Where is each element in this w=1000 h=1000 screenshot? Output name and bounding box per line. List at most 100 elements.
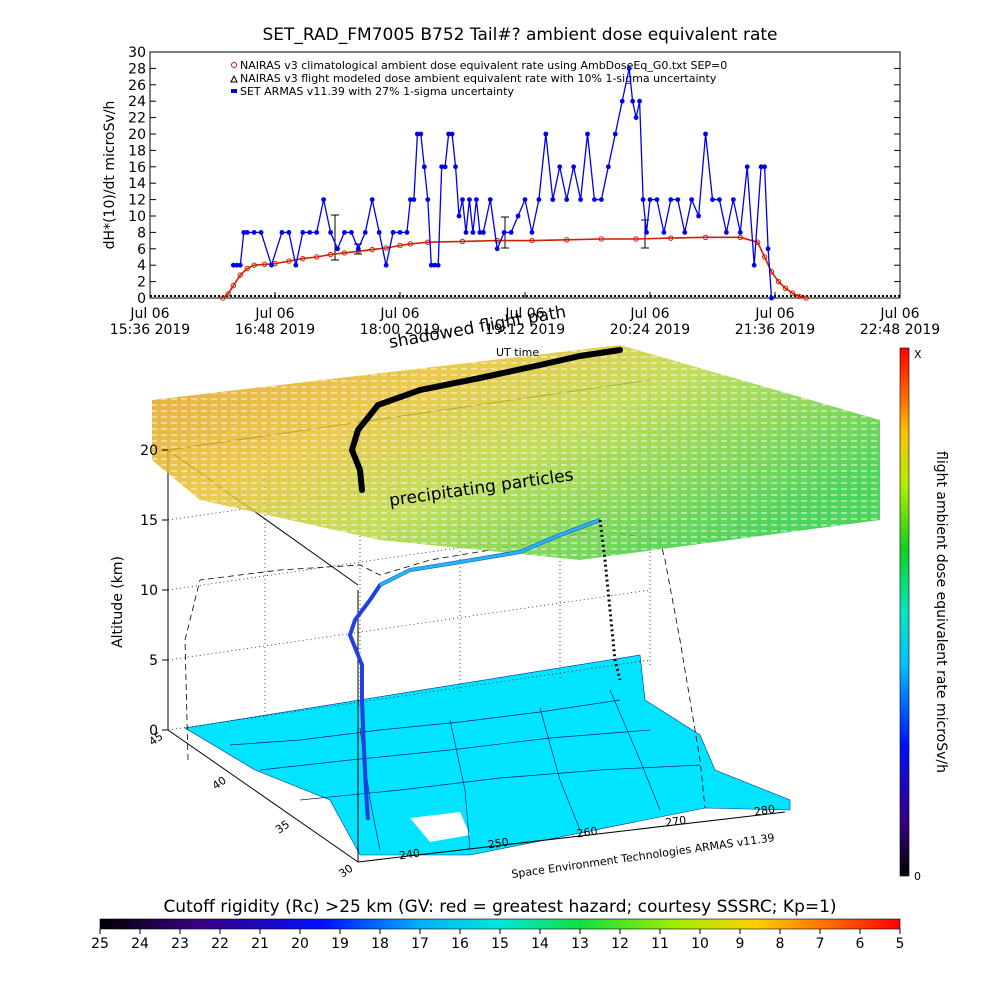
rigidity-tick-label: 15 xyxy=(491,936,509,952)
armas-point xyxy=(463,230,469,235)
armas-point xyxy=(633,115,639,120)
nairas-clim-point xyxy=(598,236,605,242)
armas-point xyxy=(453,164,458,170)
armas-point xyxy=(529,230,535,235)
armas-point xyxy=(300,230,306,235)
rigidity-tick-label: 13 xyxy=(571,936,589,952)
legend-marker-nairas-clim xyxy=(231,62,237,68)
armas-point xyxy=(557,164,563,170)
armas-point xyxy=(758,164,764,170)
rigidity-tick-label: 20 xyxy=(291,936,309,952)
projected-path xyxy=(184,529,706,809)
nairas-clim-point xyxy=(459,238,466,245)
chart-title: SET_RAD_FM7005 B752 Tail#? ambient dose … xyxy=(263,25,778,45)
nairas-clim-point xyxy=(668,235,674,241)
armas-point xyxy=(477,230,483,235)
armas-point xyxy=(439,164,445,170)
armas-point xyxy=(230,262,236,268)
y-tick-label: 22 xyxy=(128,111,146,127)
armas-point xyxy=(348,230,354,235)
latitude-tick-label: 35 xyxy=(273,818,292,837)
armas-point xyxy=(637,98,642,104)
armas-point xyxy=(644,230,649,235)
nairas-clim-point xyxy=(327,251,334,258)
y-axis-label: dH*(10)/dt microSv/h xyxy=(102,101,118,250)
latitude-tick-label: 30 xyxy=(337,862,356,881)
armas-point xyxy=(598,197,604,203)
armas-point xyxy=(751,262,757,268)
armas-point xyxy=(241,230,247,235)
particle-dash-texture xyxy=(152,345,880,560)
rigidity-title: Cutoff rigidity (Rc) >25 km (GV: red = g… xyxy=(163,897,836,917)
armas-point xyxy=(446,131,452,137)
series-nairas-clim-line xyxy=(222,236,807,299)
armas-point xyxy=(494,246,500,252)
armas-point xyxy=(383,262,389,268)
legend-entry-nairas-clim: NAIRAS v3 climatological ambient dose eq… xyxy=(240,59,727,72)
nairas-clim-point xyxy=(220,295,226,301)
armas-point xyxy=(321,197,327,203)
y-tick-label: 24 xyxy=(128,94,146,110)
armas-point xyxy=(251,230,257,235)
rigidity-tick-label: 5 xyxy=(896,936,905,952)
rigidity-tick-label: 19 xyxy=(331,936,349,952)
altitude-axis-label: Altitude (km) xyxy=(110,556,126,648)
armas-point xyxy=(237,262,243,268)
legend-entry-armas: SET ARMAS v11.39 with 27% 1-sigma uncert… xyxy=(240,85,514,98)
flight-path-cruise xyxy=(379,518,601,587)
y-tick-label: 0 xyxy=(137,291,146,307)
y-tick-label: 12 xyxy=(128,193,146,209)
armas-point xyxy=(630,98,636,104)
armas-point xyxy=(730,197,736,203)
armas-point xyxy=(717,197,722,203)
nairas-clim-point xyxy=(261,261,268,268)
x-tick-label-time: 16:48 2019 xyxy=(235,322,315,338)
armas-point xyxy=(501,230,507,235)
armas-point xyxy=(578,197,583,203)
armas-point xyxy=(390,230,396,235)
nairas-clim-point xyxy=(803,295,809,301)
latitude-tick-label: 40 xyxy=(210,774,229,793)
x-tick-label-date: Jul 06 xyxy=(754,306,794,322)
legend-entry-nairas-flight: NAIRAS v3 flight modeled dose ambient eq… xyxy=(240,72,717,85)
x-tick-label-time: 21:36 2019 xyxy=(735,322,815,338)
legend-marker-nairas-flight xyxy=(230,74,238,83)
nairas-clim-point xyxy=(369,246,375,253)
armas-point xyxy=(286,230,292,235)
nairas-clim-point xyxy=(702,234,709,241)
nairas-clim-point xyxy=(633,236,639,242)
longitude-tick-label: 250 xyxy=(487,836,510,852)
nairas-clim-point xyxy=(529,237,535,244)
rigidity-tick-label: 18 xyxy=(371,936,389,952)
longitude-tick-label: 270 xyxy=(664,814,687,830)
armas-point xyxy=(640,197,646,203)
nairas-clim-point xyxy=(761,254,768,260)
y-tick-label: 28 xyxy=(128,61,146,77)
armas-point xyxy=(307,230,313,235)
armas-point xyxy=(612,131,618,137)
armas-point xyxy=(418,131,424,137)
armas-point xyxy=(765,246,771,252)
armas-point xyxy=(376,230,382,235)
z-tick-label: 0 xyxy=(149,723,158,739)
armas-point xyxy=(470,230,476,235)
x-tick-label-date: Jul 06 xyxy=(129,306,169,322)
armas-point xyxy=(710,197,715,203)
rigidity-tick-label: 25 xyxy=(91,936,109,952)
armas-point xyxy=(428,262,434,268)
armas-point xyxy=(432,262,438,268)
rigidity-tick-label: 14 xyxy=(531,936,549,952)
y-tick-label: 8 xyxy=(137,225,146,241)
rigidity-colorbar: Cutoff rigidity (Rc) >25 km (GV: red = g… xyxy=(91,897,904,952)
nairas-clim-point xyxy=(225,291,231,297)
x-tick-label-time: 18:00 2019 xyxy=(360,322,440,338)
nairas-clim-point xyxy=(230,283,237,289)
y-tick-label: 6 xyxy=(137,242,146,258)
z-tick-label: 10 xyxy=(140,583,158,599)
nairas-clim-point xyxy=(407,241,414,247)
armas-point xyxy=(487,197,493,203)
armas-point xyxy=(244,230,250,235)
armas-point xyxy=(744,164,750,170)
